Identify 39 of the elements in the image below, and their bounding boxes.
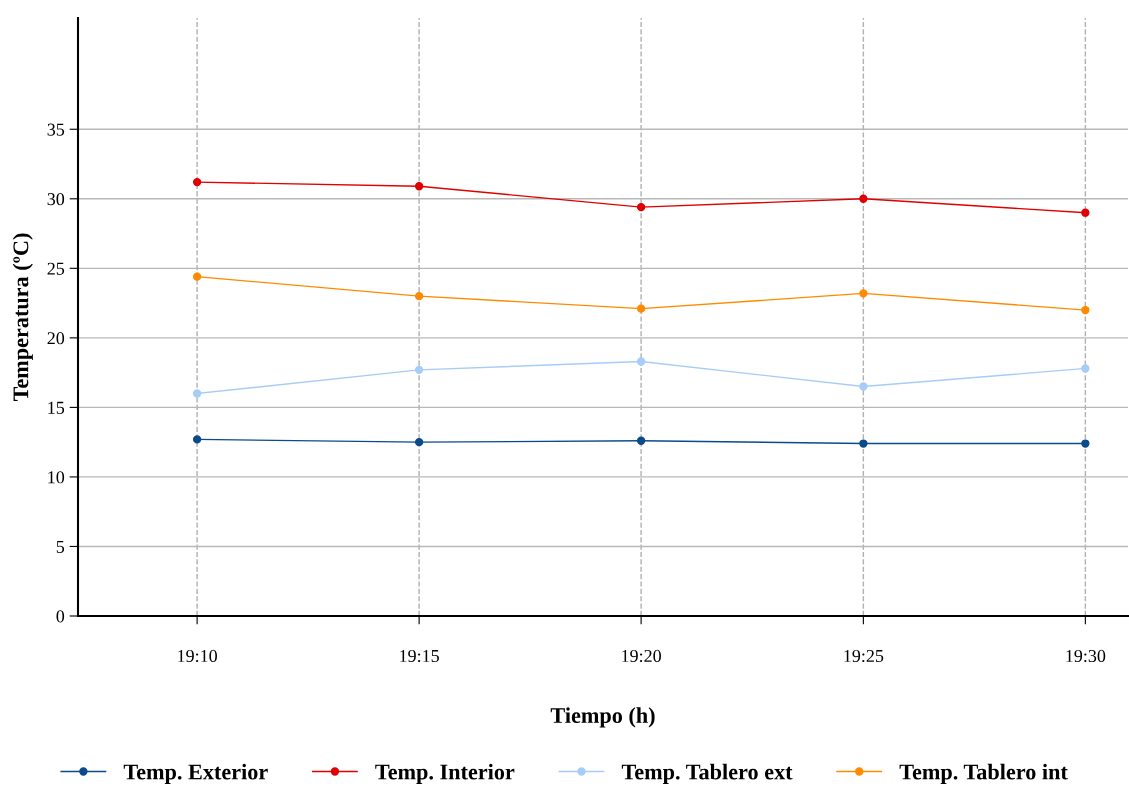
legend-label: Temp. Interior — [375, 763, 515, 784]
legend-label: Temp. Tablero ext — [621, 763, 793, 784]
point — [192, 389, 202, 398]
point — [1081, 208, 1090, 217]
point — [636, 436, 646, 445]
point — [1081, 364, 1090, 373]
point — [859, 289, 868, 298]
point — [192, 435, 202, 444]
y-tick-label: 10 — [48, 471, 65, 484]
point — [859, 194, 868, 203]
point — [636, 202, 646, 212]
x-tick-label: 19:30 — [1066, 649, 1106, 663]
point — [414, 291, 424, 301]
point — [414, 182, 424, 191]
y-tick-label: 0 — [56, 610, 65, 623]
point — [192, 272, 202, 281]
point — [636, 304, 646, 313]
x-tick-label: 19:10 — [178, 649, 217, 663]
x-tick-label: 19:15 — [400, 649, 439, 663]
point — [636, 357, 646, 366]
x-axis-title: Tiempo (h) — [550, 707, 655, 728]
legend-label: Temp. Exterior — [123, 763, 268, 784]
point — [1081, 305, 1090, 315]
y-tick-label: 30 — [47, 193, 65, 206]
y-tick-label: 15 — [48, 401, 65, 414]
point — [1081, 439, 1090, 448]
point — [414, 437, 424, 447]
point — [859, 439, 868, 448]
legend-label: Temp. Tablero int — [899, 763, 1068, 784]
y-tick-label: 35 — [47, 123, 65, 136]
x-tick-label: 19:20 — [622, 649, 661, 663]
y-axis-title: Temperatura (ºC) — [12, 233, 33, 402]
x-tick-label: 19:25 — [844, 649, 884, 663]
point — [859, 382, 868, 391]
y-tick-label: 5 — [56, 540, 65, 553]
y-tick-label: 25 — [47, 262, 65, 275]
y-tick-label: 20 — [47, 332, 65, 345]
point — [192, 177, 202, 187]
point — [414, 365, 424, 375]
